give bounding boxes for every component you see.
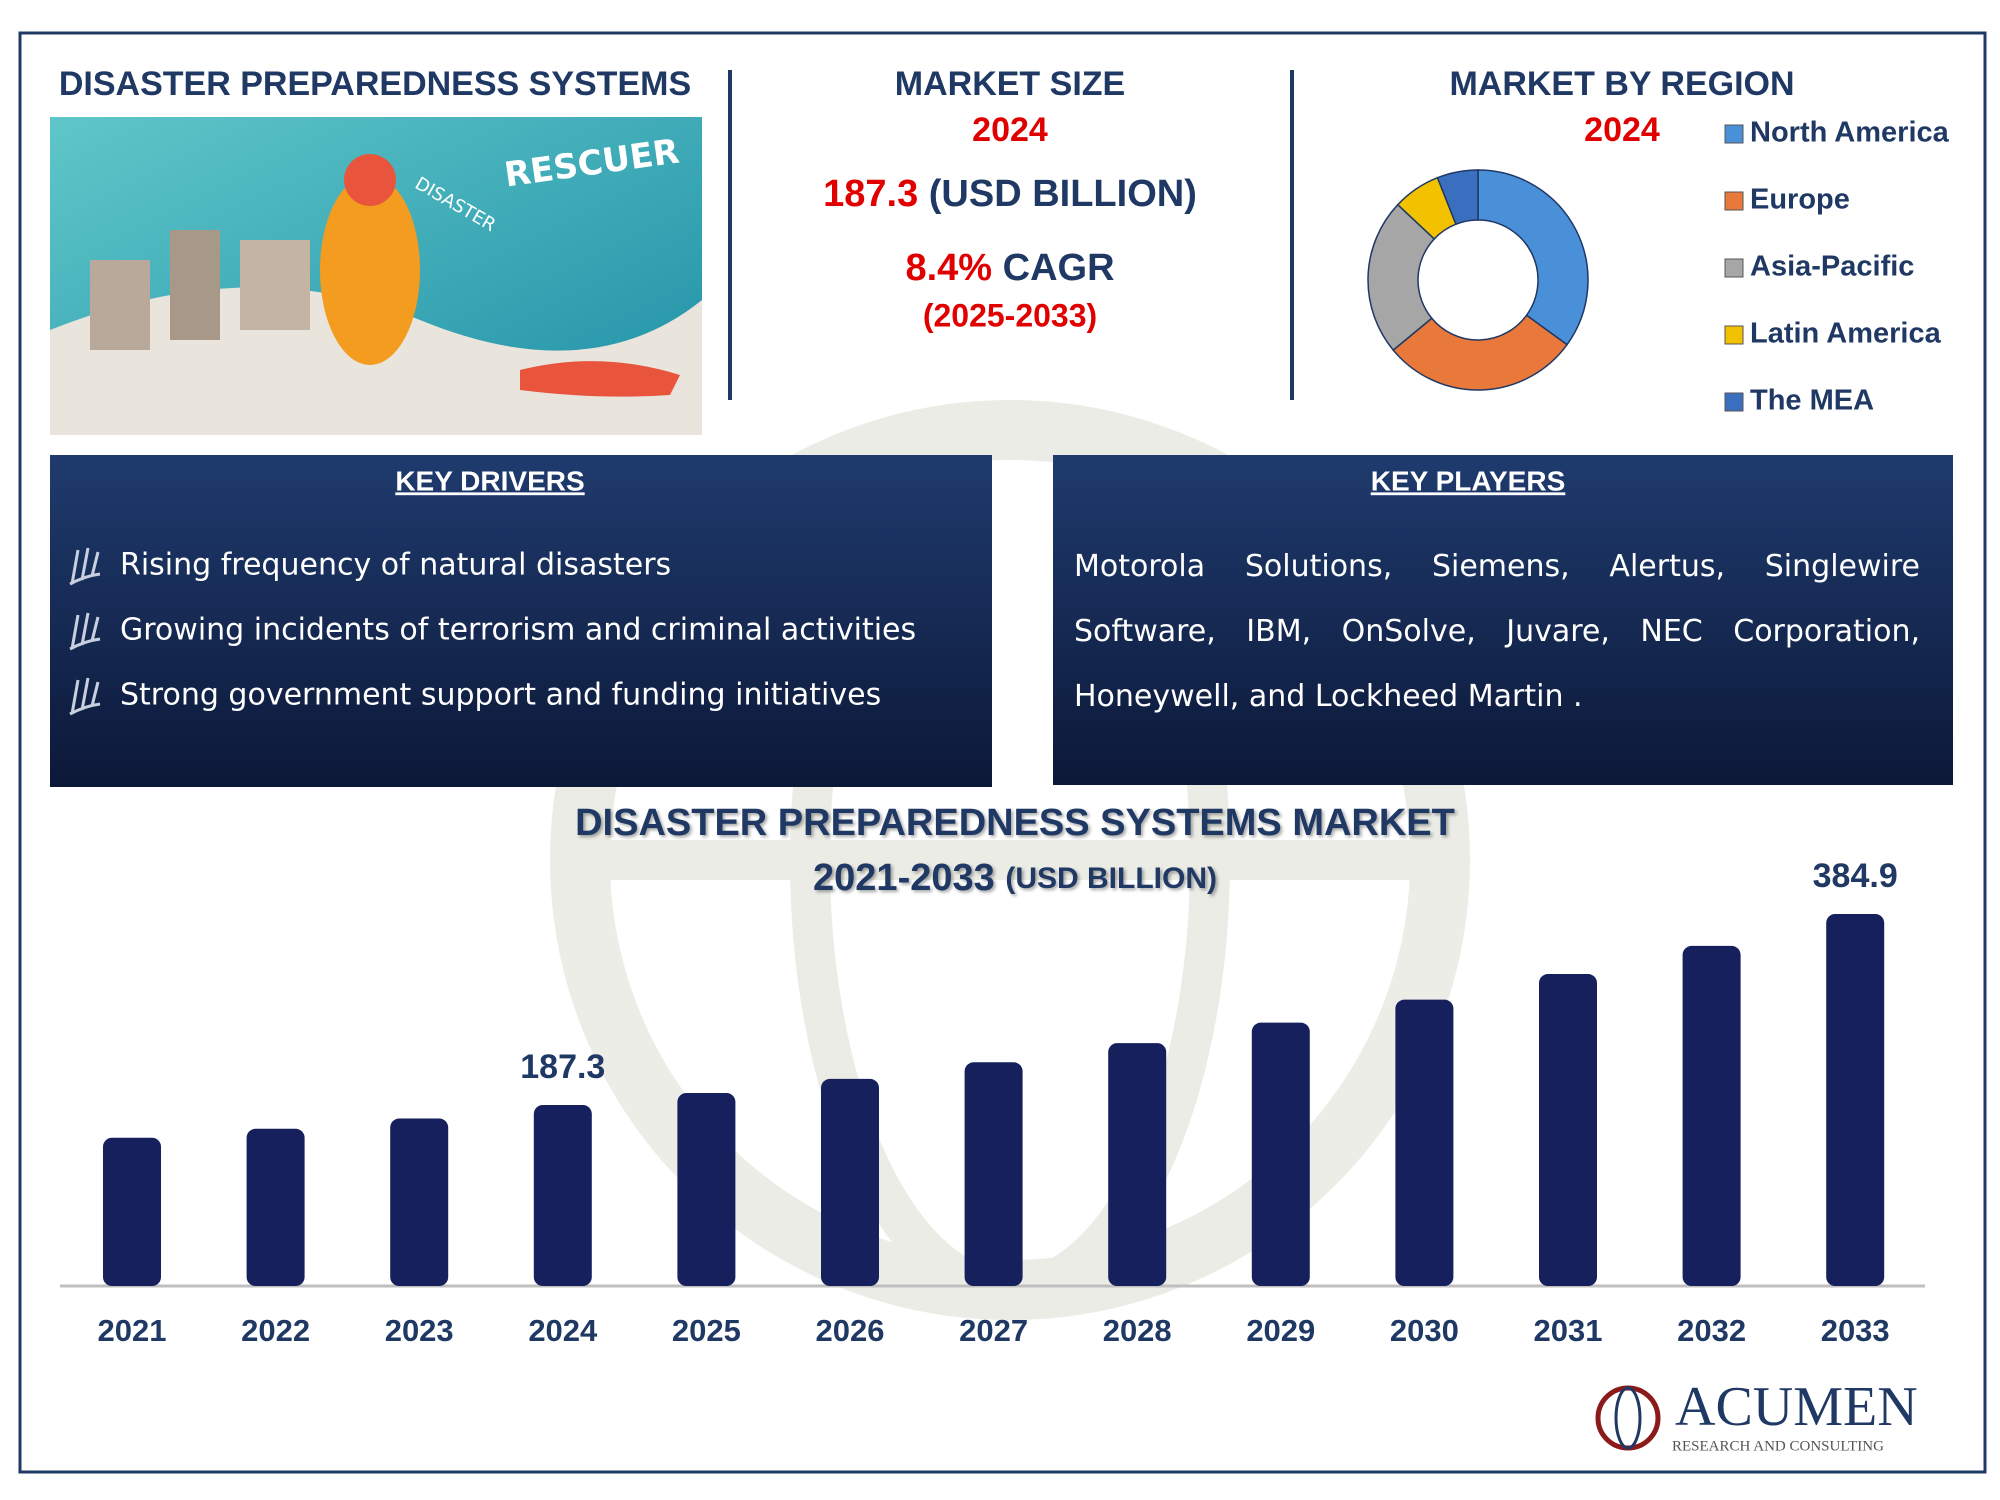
frame (18, 31, 1987, 1474)
cagr-value: 8.4% (905, 247, 992, 289)
bar (1251, 1022, 1310, 1286)
logo: ACUMEN RESEARCH AND CONSULTING (1595, 1376, 1918, 1454)
unit: (USD BILLION) (1005, 862, 1217, 895)
x-tick-label: 2033 (1821, 1313, 1890, 1348)
legend-swatch (1724, 325, 1744, 345)
legend-swatch (1724, 124, 1744, 144)
bar (246, 1128, 305, 1286)
illustration: RESCUER DISASTER (50, 117, 702, 435)
chart-title: DISASTER PREPAREDNESS SYSTEMS MARKET (575, 802, 1455, 844)
x-tick-label: 2023 (385, 1313, 454, 1348)
bar (1826, 914, 1885, 1286)
market-size-year: 2024 (972, 111, 1048, 149)
legend-label: Latin America (1750, 318, 1942, 350)
x-tick-label: 2028 (1103, 1313, 1172, 1348)
donut-slice (1367, 203, 1436, 352)
x-tick-label: 2025 (672, 1313, 741, 1348)
x-tick-label: 2026 (816, 1313, 885, 1348)
x-tick-label: 2032 (1677, 1313, 1746, 1348)
logo-name: ACUMEN (1675, 1376, 1918, 1438)
logo-tagline: RESEARCH AND CONSULTING (1672, 1438, 1884, 1454)
watermark (550, 400, 1470, 1320)
driver-icon (69, 547, 101, 586)
x-tick-label: 2022 (241, 1313, 310, 1348)
legend-swatch (1724, 258, 1744, 278)
bar (1682, 945, 1741, 1286)
players-text: Motorola Solutions, Siemens, Alertus, Si… (1074, 549, 1920, 714)
x-tick-label: 2031 (1534, 1313, 1603, 1348)
legend-label: North America (1750, 117, 1950, 149)
period: 2021-2033 (813, 857, 995, 899)
bar (390, 1118, 449, 1286)
players-title: KEY PLAYERS (1371, 465, 1566, 496)
bar (821, 1078, 879, 1286)
region-title: MARKET BY REGION (1449, 65, 1794, 103)
legend-swatch (1724, 191, 1744, 211)
chart-subtitle: 2021-2033 (USD BILLION) (813, 857, 1217, 899)
players-panel (1053, 455, 1953, 785)
bar (677, 1092, 736, 1286)
region-year: 2024 (1584, 111, 1660, 149)
legend-label: The MEA (1750, 385, 1874, 417)
bar (533, 1104, 592, 1286)
bar (1539, 974, 1597, 1286)
cagr-period: (2025-2033) (923, 297, 1097, 333)
donut-slice (1392, 314, 1569, 391)
x-tick-label: 2024 (528, 1313, 598, 1348)
donut-slice (1436, 169, 1479, 226)
unit: (USD BILLION) (929, 173, 1197, 215)
drivers-panel (50, 455, 992, 787)
x-tick-label: 2027 (959, 1313, 1028, 1348)
driver-icon (69, 677, 101, 716)
driver-item: Strong government support and funding in… (120, 678, 881, 713)
market-size-value: 187.3 (USD BILLION) (823, 173, 1197, 215)
driver-icon (69, 612, 101, 651)
bar (103, 1137, 161, 1286)
x-tick-label: 2030 (1390, 1313, 1459, 1348)
value-label: 187.3 (520, 1048, 605, 1086)
bar (1108, 1043, 1167, 1286)
legend-label: Asia-Pacific (1750, 251, 1914, 283)
cagr: 8.4% CAGR (905, 247, 1114, 289)
bar (964, 1062, 1023, 1286)
driver-item: Growing incidents of terrorism and crimi… (120, 613, 916, 648)
driver-item: Rising frequency of natural disasters (120, 548, 671, 583)
value-label: 384.9 (1813, 857, 1898, 895)
bar (1395, 999, 1454, 1286)
x-tick-label: 2029 (1246, 1313, 1315, 1348)
legend-label: Europe (1750, 184, 1850, 216)
legend-swatch (1724, 392, 1744, 412)
donut-slice (1477, 169, 1589, 346)
drivers-title: KEY DRIVERS (395, 465, 584, 496)
cagr-label: CAGR (1003, 247, 1115, 289)
market-size-title: MARKET SIZE (895, 65, 1125, 103)
header-title: DISASTER PREPAREDNESS SYSTEMS (59, 65, 691, 103)
x-tick-label: 2021 (98, 1313, 167, 1348)
value: 187.3 (823, 173, 918, 215)
